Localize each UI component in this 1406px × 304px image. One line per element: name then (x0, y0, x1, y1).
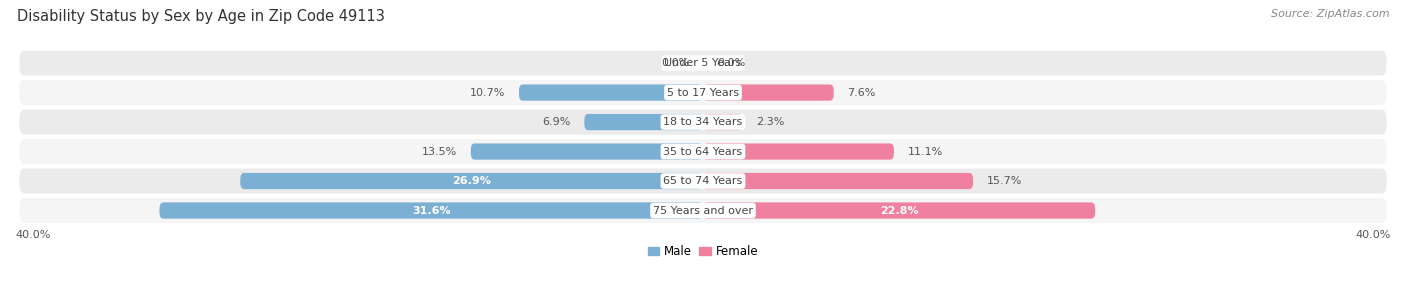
Text: Under 5 Years: Under 5 Years (665, 58, 741, 68)
FancyBboxPatch shape (703, 85, 834, 101)
Text: 11.1%: 11.1% (908, 147, 943, 157)
Text: 0.0%: 0.0% (717, 58, 745, 68)
FancyBboxPatch shape (18, 197, 1388, 224)
FancyBboxPatch shape (18, 50, 1388, 77)
FancyBboxPatch shape (18, 79, 1388, 106)
Text: Disability Status by Sex by Age in Zip Code 49113: Disability Status by Sex by Age in Zip C… (17, 9, 385, 24)
FancyBboxPatch shape (18, 109, 1388, 136)
FancyBboxPatch shape (18, 138, 1388, 165)
Text: 0.0%: 0.0% (661, 58, 689, 68)
Text: 10.7%: 10.7% (470, 88, 505, 98)
Text: 75 Years and over: 75 Years and over (652, 206, 754, 216)
Text: 15.7%: 15.7% (987, 176, 1022, 186)
FancyBboxPatch shape (240, 173, 703, 189)
Text: 31.6%: 31.6% (412, 206, 450, 216)
Text: 26.9%: 26.9% (453, 176, 491, 186)
Text: 6.9%: 6.9% (543, 117, 571, 127)
Text: 35 to 64 Years: 35 to 64 Years (664, 147, 742, 157)
Text: 18 to 34 Years: 18 to 34 Years (664, 117, 742, 127)
Legend: Male, Female: Male, Female (643, 240, 763, 263)
Text: 22.8%: 22.8% (880, 206, 918, 216)
FancyBboxPatch shape (703, 143, 894, 160)
FancyBboxPatch shape (703, 114, 742, 130)
FancyBboxPatch shape (585, 114, 703, 130)
FancyBboxPatch shape (18, 168, 1388, 195)
Text: 5 to 17 Years: 5 to 17 Years (666, 88, 740, 98)
FancyBboxPatch shape (703, 202, 1095, 219)
Text: 65 to 74 Years: 65 to 74 Years (664, 176, 742, 186)
Text: Source: ZipAtlas.com: Source: ZipAtlas.com (1271, 9, 1389, 19)
Text: 40.0%: 40.0% (15, 230, 51, 240)
FancyBboxPatch shape (159, 202, 703, 219)
Text: 2.3%: 2.3% (756, 117, 785, 127)
Text: 40.0%: 40.0% (1355, 230, 1391, 240)
FancyBboxPatch shape (471, 143, 703, 160)
Text: 13.5%: 13.5% (422, 147, 457, 157)
FancyBboxPatch shape (703, 173, 973, 189)
FancyBboxPatch shape (519, 85, 703, 101)
Text: 7.6%: 7.6% (848, 88, 876, 98)
